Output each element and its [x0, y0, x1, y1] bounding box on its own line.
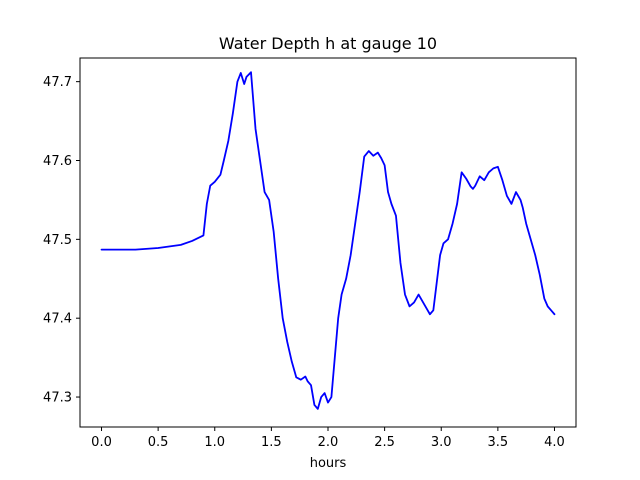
y-axis-ticks: 47.3 47.4 47.5 47.6 47.7 — [43, 75, 80, 406]
x-tick-label: 4.0 — [544, 435, 565, 450]
y-tick-label: 47.5 — [43, 233, 72, 248]
plot-frame — [79, 57, 577, 428]
x-tick-label: 0.0 — [91, 435, 112, 450]
x-axis-ticks: 0.0 0.5 1.0 1.5 2.0 2.5 3.0 3.5 4.0 — [91, 427, 565, 450]
y-tick-label: 47.6 — [43, 154, 72, 169]
y-tick-label: 47.7 — [43, 75, 72, 90]
x-tick-label: 1.0 — [204, 435, 225, 450]
chart-title: Water Depth h at gauge 10 — [219, 34, 437, 53]
plot-area — [80, 58, 576, 427]
x-tick-label: 3.0 — [431, 435, 452, 450]
series-line — [100, 71, 556, 410]
x-tick-label: 2.0 — [318, 435, 339, 450]
y-tick-label: 47.3 — [43, 391, 72, 406]
x-tick-label: 1.5 — [261, 435, 282, 450]
x-axis-label: hours — [310, 456, 347, 471]
x-tick-label: 2.5 — [374, 435, 395, 450]
x-tick-label: 3.5 — [488, 435, 509, 450]
x-tick-label: 0.5 — [148, 435, 169, 450]
y-tick-label: 47.4 — [43, 312, 72, 327]
